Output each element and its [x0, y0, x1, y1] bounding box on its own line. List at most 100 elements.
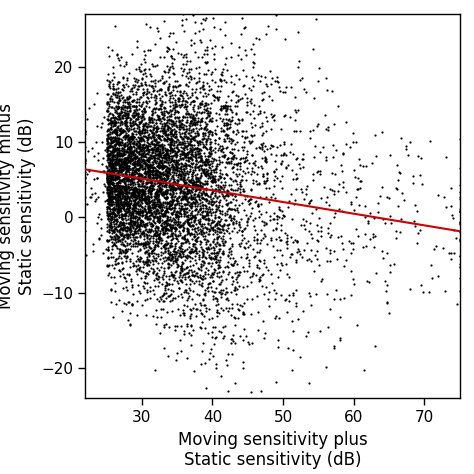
- Point: [118, 225, 126, 232]
- Point: [171, 100, 179, 108]
- Point: [165, 198, 173, 206]
- Point: [204, 237, 211, 245]
- Point: [176, 207, 184, 214]
- Point: [120, 221, 128, 229]
- Point: [262, 153, 269, 161]
- Point: [146, 283, 154, 291]
- Point: [142, 199, 149, 207]
- Point: [178, 129, 185, 137]
- Point: [144, 161, 152, 168]
- Point: [366, 235, 374, 243]
- Point: [183, 69, 191, 77]
- Point: [108, 160, 115, 168]
- Point: [187, 215, 195, 223]
- Point: [156, 168, 164, 175]
- Point: [193, 138, 201, 146]
- Point: [130, 187, 138, 194]
- Point: [154, 272, 162, 280]
- Point: [188, 207, 195, 215]
- Point: [129, 290, 137, 297]
- Point: [211, 211, 219, 219]
- Point: [114, 156, 121, 164]
- Point: [197, 173, 204, 180]
- Point: [103, 170, 110, 177]
- Point: [128, 300, 136, 308]
- Point: [146, 199, 154, 206]
- Point: [169, 255, 176, 263]
- Point: [186, 100, 193, 108]
- Point: [106, 203, 113, 210]
- Point: [162, 272, 170, 280]
- Point: [134, 180, 142, 188]
- Point: [178, 202, 185, 210]
- Point: [183, 57, 191, 65]
- Point: [145, 226, 153, 234]
- Point: [144, 154, 152, 162]
- Point: [192, 186, 200, 194]
- Point: [189, 104, 197, 111]
- Point: [104, 203, 111, 210]
- Point: [171, 152, 179, 159]
- Point: [225, 248, 233, 256]
- Point: [109, 187, 116, 195]
- Point: [292, 108, 300, 116]
- Point: [195, 166, 203, 174]
- Point: [179, 192, 186, 200]
- Point: [382, 287, 390, 295]
- Point: [185, 168, 193, 176]
- Point: [104, 113, 112, 120]
- Point: [170, 216, 177, 223]
- Point: [153, 170, 161, 178]
- Point: [156, 203, 164, 211]
- Point: [241, 154, 248, 162]
- Point: [114, 104, 121, 111]
- Point: [227, 212, 234, 219]
- Point: [160, 257, 167, 264]
- Point: [245, 338, 252, 346]
- Point: [149, 268, 156, 275]
- Point: [155, 298, 163, 305]
- Point: [131, 108, 139, 115]
- Point: [156, 186, 164, 194]
- Point: [141, 192, 148, 200]
- Point: [180, 223, 187, 231]
- Point: [216, 240, 223, 247]
- Point: [131, 188, 138, 195]
- Point: [155, 273, 163, 281]
- Point: [393, 185, 401, 192]
- Point: [186, 154, 194, 162]
- Point: [432, 243, 440, 250]
- Point: [202, 185, 210, 193]
- Point: [147, 77, 155, 85]
- Point: [213, 162, 220, 170]
- Point: [107, 172, 114, 180]
- Point: [176, 118, 183, 125]
- Point: [219, 249, 227, 257]
- Point: [159, 161, 167, 169]
- Point: [177, 219, 184, 226]
- Point: [145, 146, 153, 154]
- Point: [164, 213, 172, 221]
- Point: [339, 183, 346, 191]
- Point: [208, 114, 216, 122]
- Point: [288, 366, 295, 374]
- Point: [104, 146, 111, 154]
- Point: [120, 161, 128, 169]
- Point: [155, 231, 163, 239]
- Point: [162, 244, 169, 252]
- Point: [240, 207, 248, 214]
- Point: [260, 109, 267, 116]
- Point: [255, 35, 263, 42]
- Point: [136, 173, 143, 181]
- Point: [115, 159, 123, 167]
- Point: [139, 187, 146, 194]
- Point: [179, 188, 187, 196]
- Point: [235, 226, 243, 234]
- Point: [151, 41, 158, 48]
- Point: [169, 147, 176, 155]
- Point: [172, 213, 180, 221]
- Point: [158, 280, 165, 287]
- Point: [107, 176, 115, 184]
- Point: [201, 324, 209, 331]
- Point: [180, 141, 188, 148]
